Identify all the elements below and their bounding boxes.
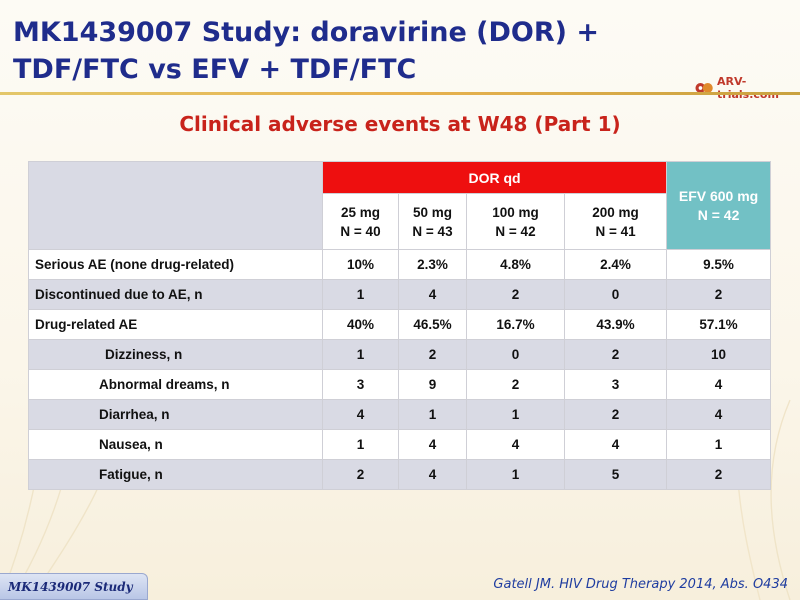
cell-200mg: 2 [563, 339, 668, 370]
cell-efv: 1 [666, 429, 772, 460]
cell-100mg: 4.8% [466, 249, 565, 280]
cell-100mg: 1 [466, 399, 565, 430]
slide-title: MK1439007 Study: doravirine (DOR) + TDF/… [13, 17, 600, 85]
cell-25mg: 3 [322, 369, 399, 400]
row-label: Fatigue, n [28, 459, 323, 490]
arv-trials-logo: ARV-trials.com [695, 75, 800, 101]
cell-100mg: 4 [466, 429, 565, 460]
dose-n: N = 40 [340, 223, 381, 239]
table-row: Discontinued due to AE, n 1 4 2 0 2 [28, 279, 772, 310]
dose-label: 50 mg [412, 204, 453, 220]
row-label: Dizziness, n [28, 339, 323, 370]
footer-study-tab: MK1439007 Study [0, 573, 148, 600]
slide-subtitle: Clinical adverse events at W48 (Part 1) [179, 112, 621, 136]
table-row: Nausea, n 1 4 4 4 1 [28, 429, 772, 460]
cell-25mg: 1 [322, 429, 399, 460]
dor-group-header: DOR qd [321, 161, 668, 194]
title-divider [0, 92, 800, 95]
row-label: Diarrhea, n [28, 399, 323, 430]
cell-efv: 57.1% [666, 309, 772, 340]
table-row: Diarrhea, n 4 1 1 2 4 [28, 399, 772, 430]
cell-25mg: 2 [322, 459, 399, 490]
cell-200mg: 2 [563, 399, 668, 430]
cell-100mg: 1 [466, 459, 565, 490]
cell-efv: 4 [666, 399, 772, 430]
cell-50mg: 1 [398, 399, 467, 430]
table-row: Fatigue, n 2 4 1 5 2 [28, 459, 772, 490]
cell-efv: 2 [666, 279, 772, 310]
cell-25mg: 4 [322, 399, 399, 430]
cell-efv: 10 [666, 339, 772, 370]
efv-header: EFV 600 mg N = 42 [666, 161, 772, 250]
cell-50mg: 4 [398, 429, 467, 460]
table-row: Dizziness, n 1 2 0 2 10 [28, 339, 772, 370]
dose-n: N = 43 [412, 223, 453, 239]
efv-header-line-2: N = 42 [697, 206, 740, 223]
cell-25mg: 10% [322, 249, 399, 280]
dose-header-100mg: 100 mg N = 42 [466, 193, 565, 250]
efv-header-line-1: EFV 600 mg [678, 187, 759, 204]
cell-25mg: 40% [322, 309, 399, 340]
cell-50mg: 2 [398, 339, 467, 370]
dose-label: 25 mg [340, 204, 381, 220]
header-corner-cell [28, 161, 323, 250]
cell-efv: 4 [666, 369, 772, 400]
cell-200mg: 5 [563, 459, 668, 490]
cell-200mg: 2.4% [563, 249, 668, 280]
dose-n: N = 41 [595, 223, 636, 239]
logo-icon [695, 82, 713, 94]
dose-label: 200 mg [592, 204, 639, 220]
cell-25mg: 1 [322, 339, 399, 370]
dose-header-row: 25 mg N = 40 50 mg N = 43 100 mg N = 42 … [29, 193, 771, 250]
citation: Gatell JM. HIV Drug Therapy 2014, Abs. O… [493, 577, 788, 592]
dose-header-25mg: 25 mg N = 40 [322, 193, 399, 250]
adverse-events-table: DOR qd EFV 600 mg N = 42 25 mg N = 40 50… [28, 161, 772, 490]
cell-25mg: 1 [322, 279, 399, 310]
table-row: Serious AE (none drug-related) 10% 2.3% … [28, 249, 772, 280]
cell-50mg: 4 [398, 459, 467, 490]
row-label: Serious AE (none drug-related) [28, 249, 323, 280]
dose-header-50mg: 50 mg N = 43 [398, 193, 467, 250]
table-row: Abnormal dreams, n 3 9 2 3 4 [28, 369, 772, 400]
cell-200mg: 43.9% [563, 309, 668, 340]
cell-200mg: 4 [563, 429, 668, 460]
row-label: Abnormal dreams, n [28, 369, 323, 400]
cell-100mg: 2 [466, 369, 565, 400]
row-label: Discontinued due to AE, n [28, 279, 323, 310]
cell-efv: 9.5% [666, 249, 772, 280]
cell-50mg: 2.3% [398, 249, 467, 280]
table-row: Drug-related AE 40% 46.5% 16.7% 43.9% 57… [28, 309, 772, 340]
logo-text: ARV-trials.com [717, 75, 779, 101]
cell-100mg: 16.7% [466, 309, 565, 340]
dose-header-200mg: 200 mg N = 41 [563, 193, 668, 250]
dose-label: 100 mg [492, 204, 539, 220]
cell-100mg: 2 [466, 279, 565, 310]
cell-100mg: 0 [466, 339, 565, 370]
table-header-row: DOR qd EFV 600 mg N = 42 [28, 161, 772, 250]
cell-200mg: 0 [563, 279, 668, 310]
cell-50mg: 46.5% [398, 309, 467, 340]
dose-n: N = 42 [495, 223, 536, 239]
cell-50mg: 9 [398, 369, 467, 400]
cell-efv: 2 [666, 459, 772, 490]
row-label: Nausea, n [28, 429, 323, 460]
row-label: Drug-related AE [28, 309, 323, 340]
cell-200mg: 3 [563, 369, 668, 400]
cell-50mg: 4 [398, 279, 467, 310]
